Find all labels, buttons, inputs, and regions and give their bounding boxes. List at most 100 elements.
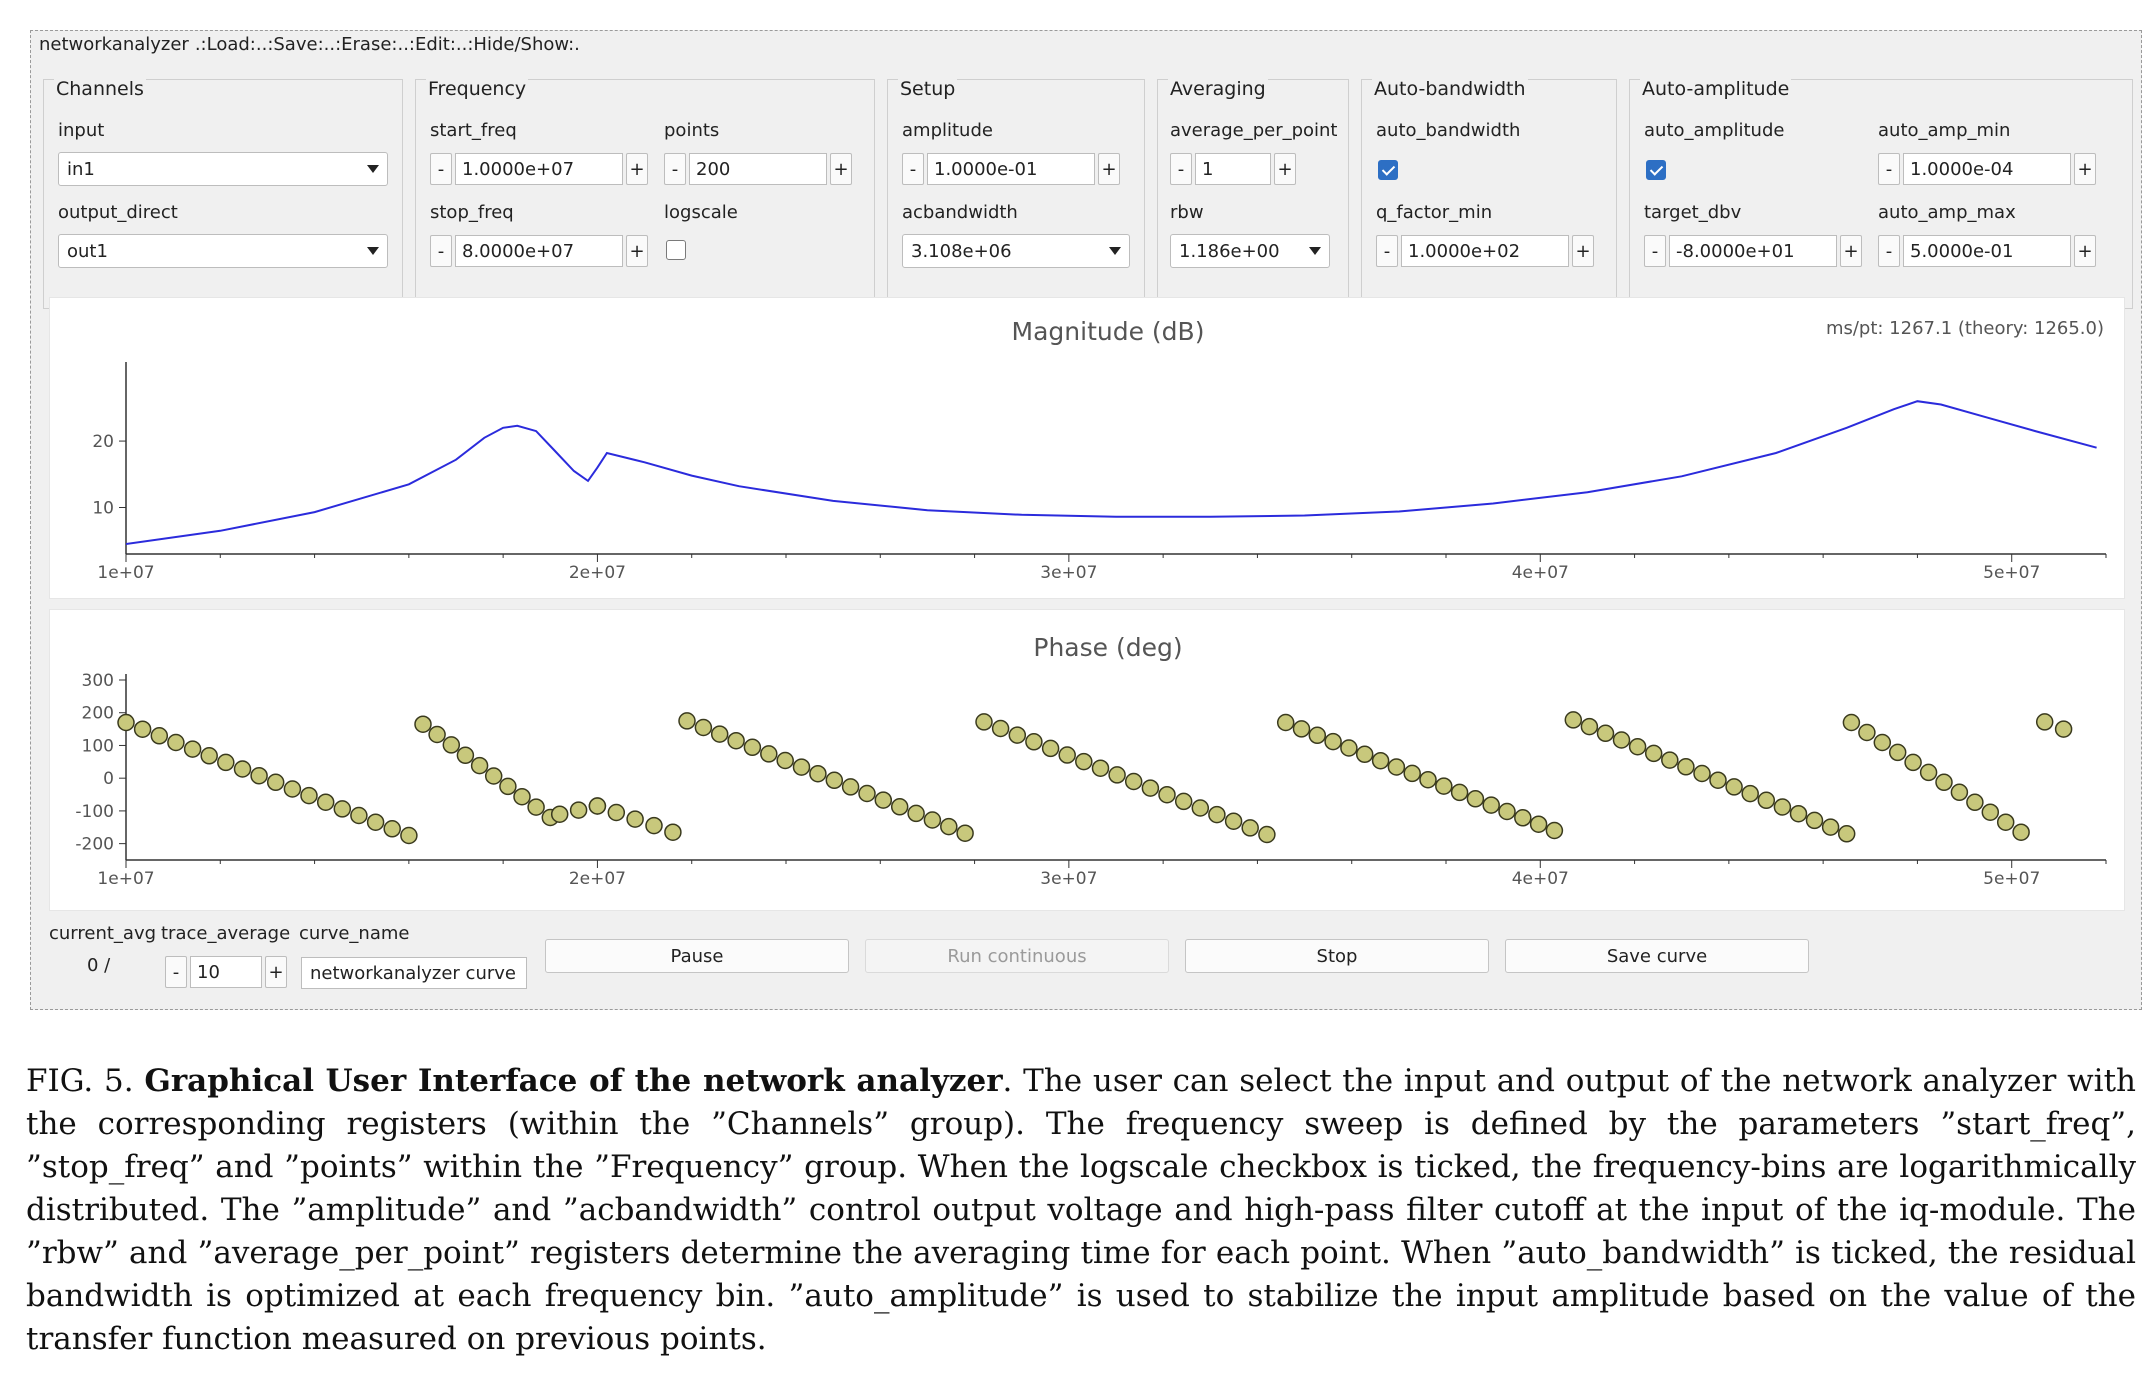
menu-edit[interactable]: .:Edit:. — [403, 33, 462, 55]
phase-point — [456, 746, 475, 765]
phase-point — [1450, 783, 1469, 802]
input-select[interactable]: in1 — [58, 152, 388, 186]
output-label: output_direct — [58, 202, 178, 223]
decrement-button[interactable]: - — [430, 235, 452, 267]
phase-point — [1340, 739, 1358, 757]
phase-point — [1276, 713, 1295, 732]
phase-point — [499, 777, 517, 796]
auto-amp-min-spinbox: - 1.0000e-04 + — [1878, 152, 2096, 186]
increment-button[interactable]: + — [2074, 235, 2096, 267]
q-factor-min-field[interactable]: 1.0000e+02 — [1401, 235, 1569, 267]
increment-button[interactable]: + — [1098, 153, 1120, 185]
auto-bandwidth-checkbox[interactable] — [1378, 160, 1398, 180]
points-field[interactable]: 200 — [689, 153, 827, 185]
increment-button[interactable]: + — [2074, 153, 2096, 185]
start-freq-field[interactable]: 1.0000e+07 — [455, 153, 623, 185]
stop-freq-field[interactable]: 8.0000e+07 — [455, 235, 623, 267]
group-title: Averaging — [1168, 78, 1268, 100]
magnitude-plot[interactable]: Magnitude (dB) ms/pt: 1267.1 (theory: 12… — [49, 297, 2125, 599]
phase-point — [841, 778, 860, 796]
decrement-button[interactable]: - — [1878, 153, 1900, 185]
chart-title: Phase (deg) — [1033, 633, 1182, 662]
phase-point — [233, 760, 252, 778]
menu-save[interactable]: .:Save:. — [261, 33, 330, 55]
decrement-button[interactable]: - — [1376, 235, 1398, 267]
caption-text: . The user can select the input and outp… — [26, 1063, 2136, 1357]
decrement-button[interactable]: - — [165, 956, 187, 988]
auto-amp-min-label: auto_amp_min — [1878, 120, 2011, 141]
phase-point — [1996, 813, 2015, 831]
channels-group: Channels input in1 output_direct out1 — [43, 78, 403, 309]
axes: 1e+07 2e+07 3e+07 4e+07 5e+07 300 200 100 0 -100 -… — [75, 671, 2107, 889]
amplitude-field[interactable]: 1.0000e-01 — [927, 153, 1095, 185]
logscale-checkbox[interactable] — [666, 240, 686, 260]
target-dbv-label: target_dbv — [1644, 202, 1742, 223]
output-select[interactable]: out1 — [58, 234, 388, 268]
caption-bold: Graphical User Interface of the network … — [144, 1063, 1003, 1099]
phase-point — [588, 797, 607, 815]
phase-point — [300, 786, 318, 805]
increment-button[interactable]: + — [830, 153, 852, 185]
phase-point — [809, 764, 827, 783]
curve-name-label: curve_name — [299, 923, 410, 944]
decrement-button[interactable]: - — [430, 153, 452, 185]
phase-point — [1174, 792, 1193, 811]
phase-point — [513, 787, 531, 806]
auto-bandwidth-label: auto_bandwidth — [1376, 120, 1521, 141]
phase-point — [1545, 821, 1564, 840]
phase-point — [1208, 805, 1226, 824]
save-curve-button[interactable]: Save curve — [1505, 939, 1809, 973]
auto-amplitude-checkbox[interactable] — [1646, 160, 1666, 180]
average-per-point-field[interactable]: 1 — [1195, 153, 1271, 185]
phase-point — [678, 712, 696, 730]
phase-point — [1529, 815, 1548, 833]
decrement-button[interactable]: - — [1644, 235, 1666, 267]
phase-point — [1108, 766, 1126, 784]
phase-point — [1466, 790, 1485, 808]
menu-erase[interactable]: .:Erase:. — [329, 33, 404, 55]
phase-point — [907, 804, 925, 823]
menu-load[interactable]: .:Load:. — [194, 33, 262, 55]
decrement-button[interactable]: - — [902, 153, 924, 185]
group-title: Channels — [54, 78, 146, 100]
phase-point — [1292, 720, 1311, 738]
acbandwidth-select[interactable]: 3.108e+06 — [902, 234, 1130, 268]
auto-amp-min-field[interactable]: 1.0000e-04 — [1903, 153, 2071, 185]
phase-point — [350, 806, 368, 825]
menu-bar: networkanalyzer .:Load:. .:Save:. .:Eras… — [39, 31, 580, 57]
increment-button[interactable]: + — [265, 956, 287, 988]
points-label: points — [664, 120, 720, 141]
pause-button[interactable]: Pause — [545, 939, 849, 973]
phase-point — [2012, 823, 2030, 841]
phase-point — [1981, 803, 2000, 821]
menu-hide-show[interactable]: .:Hide/Show:. — [461, 33, 580, 55]
run-continuous-button[interactable]: Run continuous — [865, 939, 1169, 973]
increment-button[interactable]: + — [626, 153, 648, 185]
phase-point — [333, 800, 352, 818]
increment-button[interactable]: + — [626, 235, 648, 267]
rbw-select[interactable]: 1.186e+00 — [1170, 234, 1330, 268]
curve-name-input[interactable]: networkanalyzer curve — [301, 957, 527, 989]
trace-average-field[interactable]: 10 — [190, 956, 262, 988]
y-tick-label: 20 — [92, 432, 114, 452]
phase-point — [470, 756, 489, 775]
auto-amp-max-field[interactable]: 5.0000e-01 — [1903, 235, 2071, 267]
phase-point — [1842, 713, 1861, 732]
phase-point — [1191, 799, 1210, 817]
amplitude-spinbox: - 1.0000e-01 + — [902, 152, 1120, 186]
phase-point — [283, 780, 302, 798]
stop-button[interactable]: Stop — [1185, 939, 1489, 973]
decrement-button[interactable]: - — [1878, 235, 1900, 267]
phase-point — [150, 727, 169, 745]
target-dbv-field[interactable]: -8.0000e+01 — [1669, 235, 1837, 267]
phase-point — [1498, 802, 1516, 821]
increment-button[interactable]: + — [1840, 235, 1862, 267]
increment-button[interactable]: + — [1572, 235, 1594, 267]
decrement-button[interactable]: - — [1170, 153, 1192, 185]
phase-point — [400, 826, 418, 845]
phase-plot[interactable]: Phase (deg) 1e+07 2e+07 3e+07 4e+07 5e+07 300… — [49, 609, 2125, 911]
decrement-button[interactable]: - — [664, 153, 686, 185]
x-tick-label: 4e+07 — [1512, 869, 1569, 889]
increment-button[interactable]: + — [1274, 153, 1296, 185]
phase-point — [133, 720, 152, 738]
